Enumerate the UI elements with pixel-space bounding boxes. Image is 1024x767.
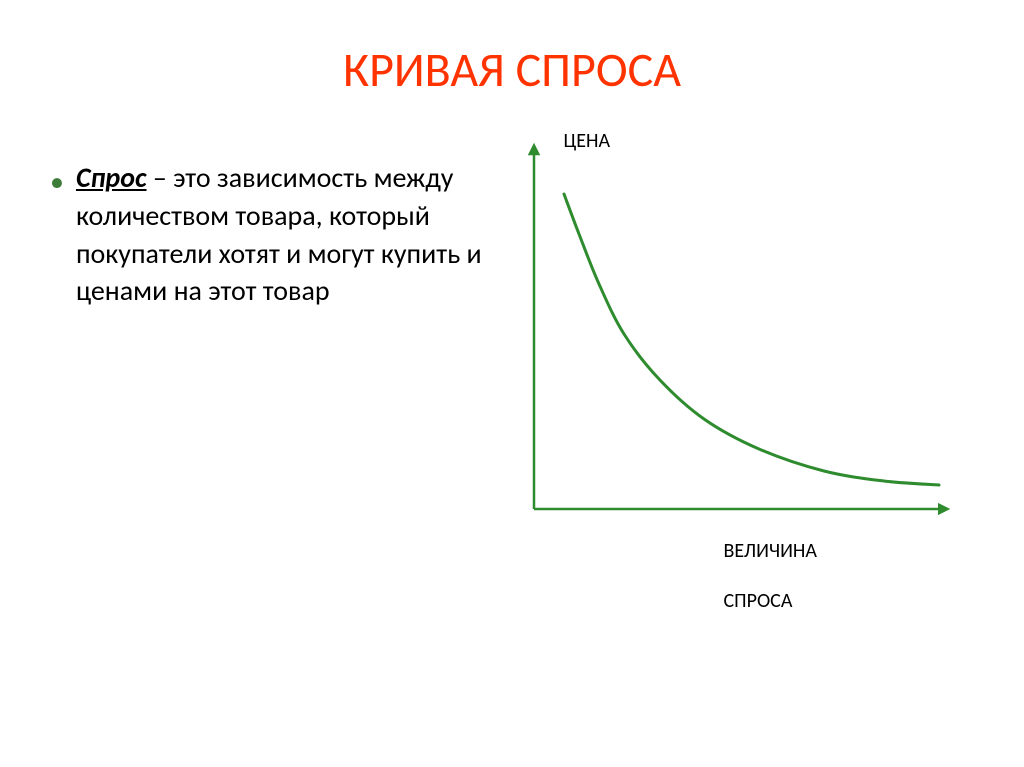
page-title: КРИВАЯ СПРОСА <box>0 0 1024 99</box>
y-axis-label: ЦЕНА <box>564 129 611 153</box>
demand-curve-chart <box>524 139 954 529</box>
x-axis-label-2: СПРОСА <box>724 589 793 613</box>
chart-block: ЦЕНА ВЕЛИЧИНА СПРОСА <box>494 139 974 639</box>
x-axis-label-1: ВЕЛИЧИНА <box>724 539 817 563</box>
definition-text: Спрос – это зависимость между количество… <box>76 159 494 310</box>
content-row: • Спрос – это зависимость между количест… <box>0 99 1024 639</box>
definition-block: • Спрос – это зависимость между количест… <box>50 139 494 639</box>
definition-term: Спрос <box>76 160 147 195</box>
bullet-icon: • <box>50 163 64 201</box>
